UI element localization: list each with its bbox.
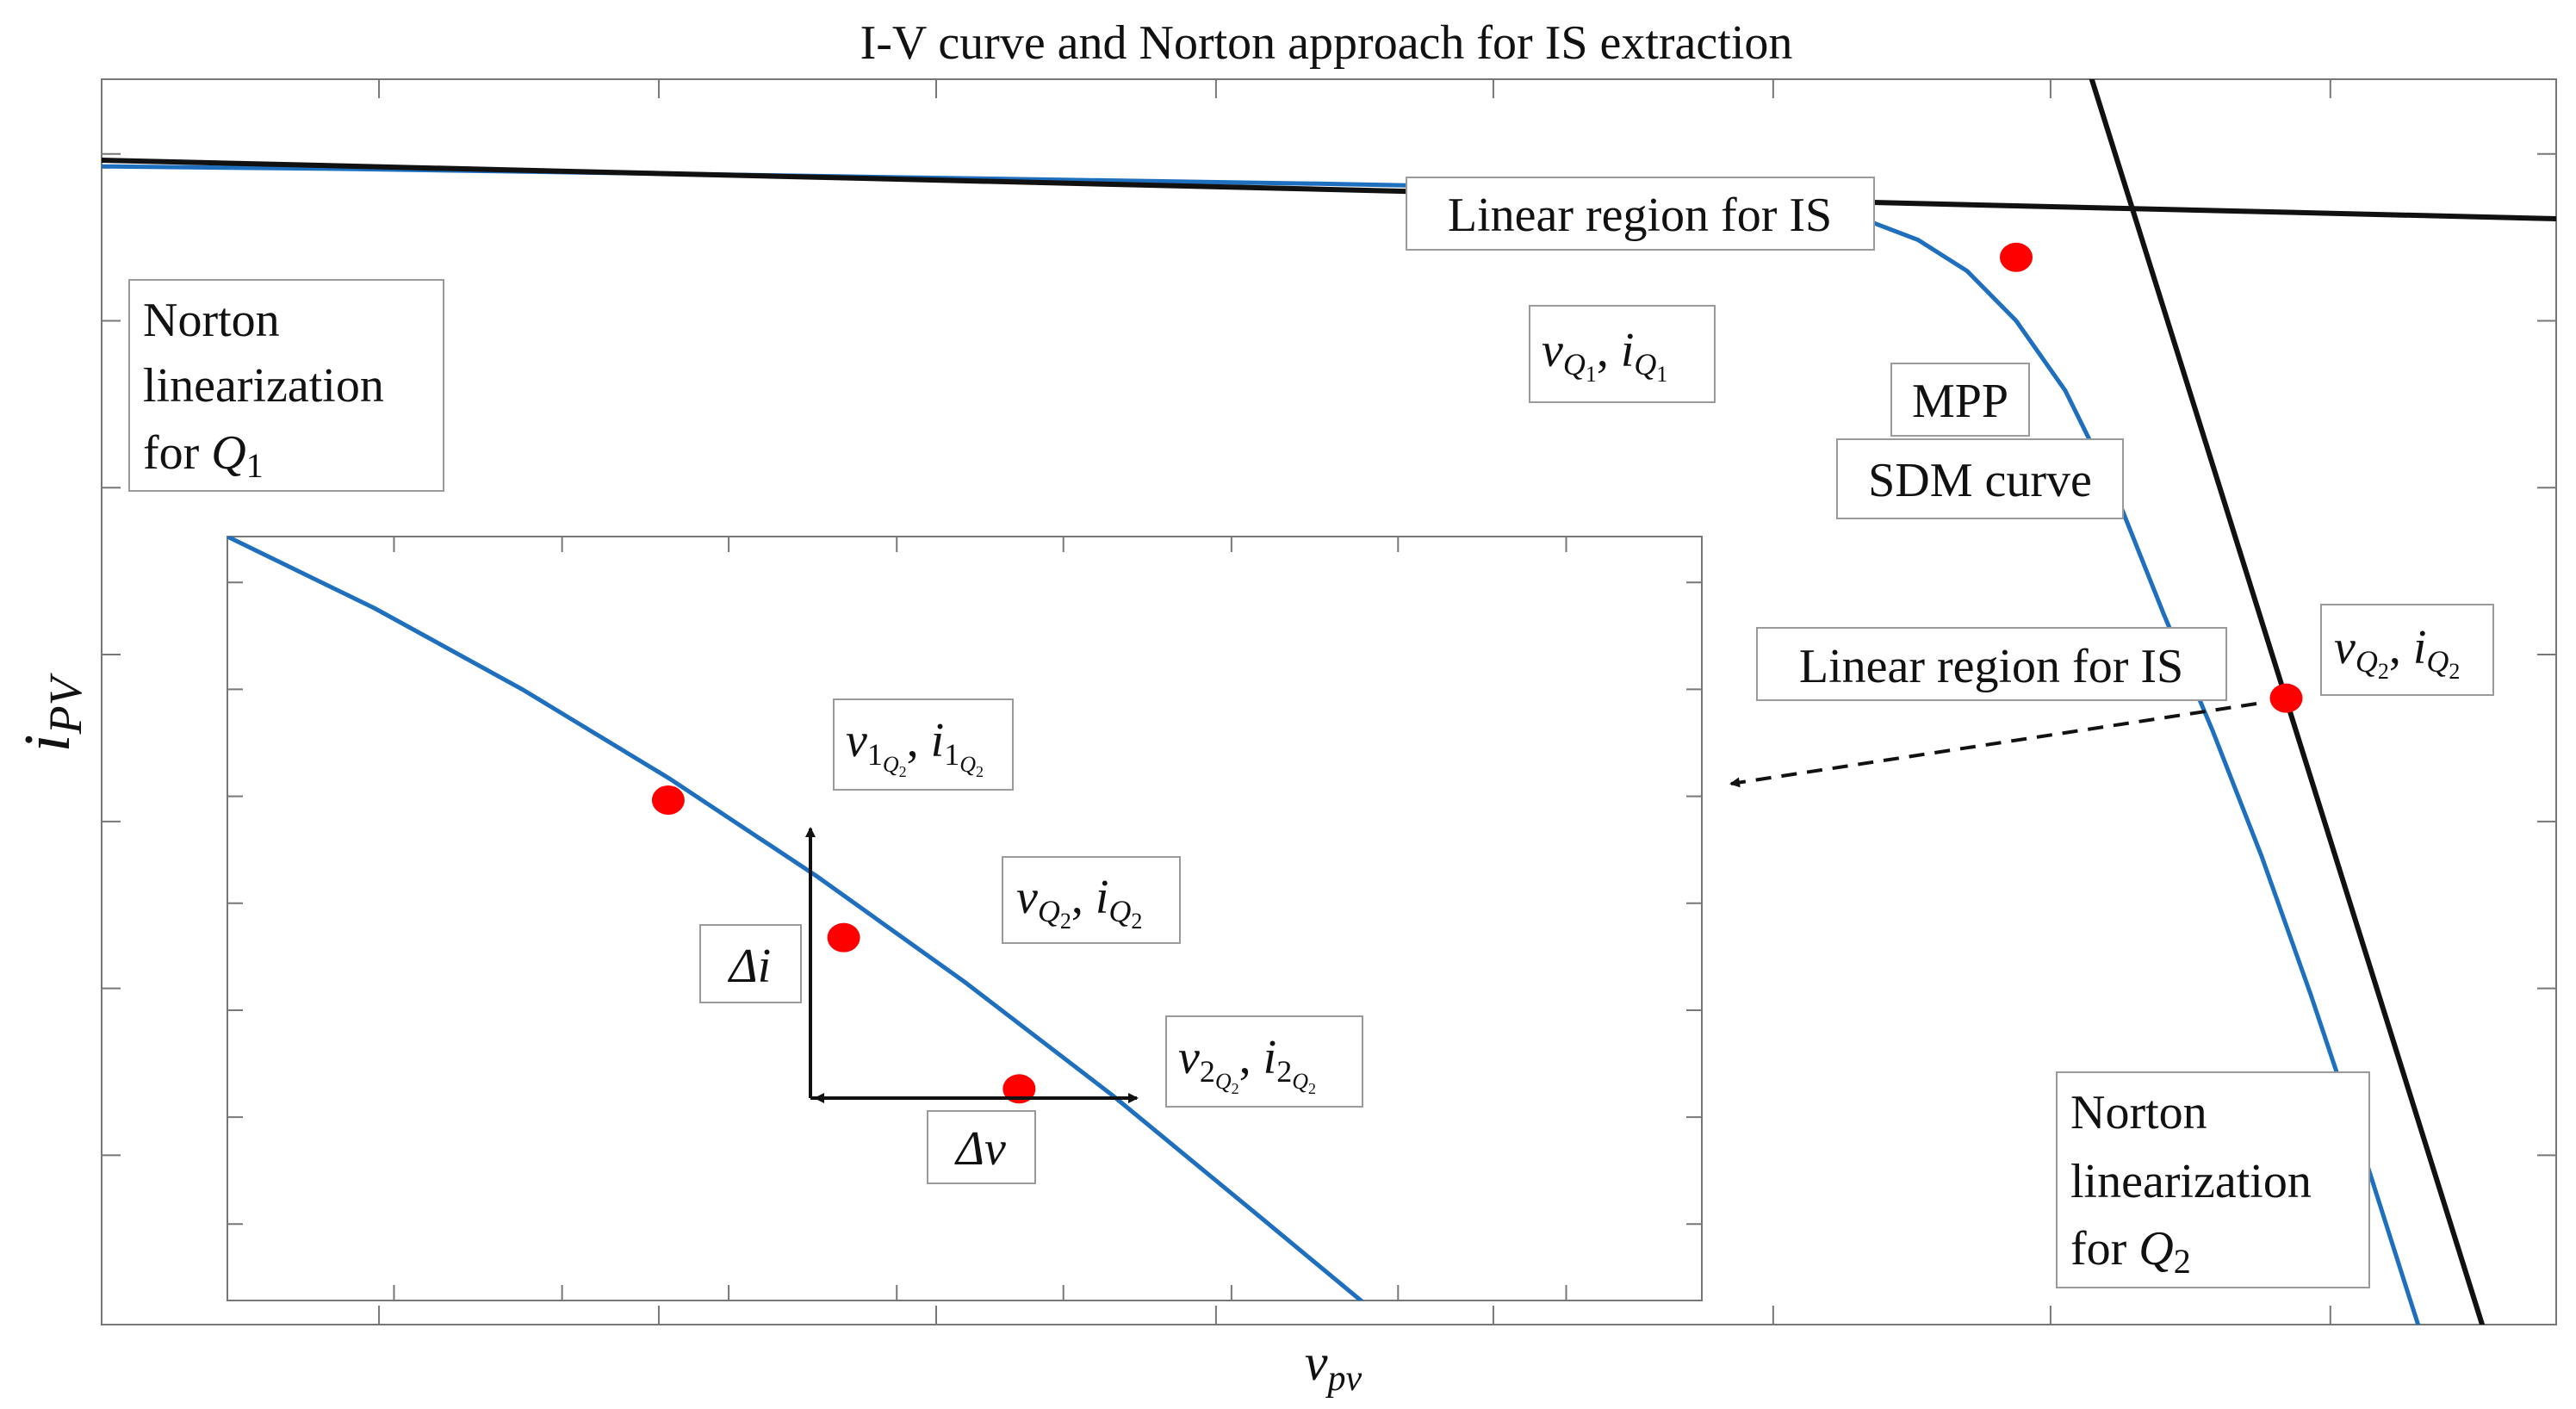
y-axis-label: iPV	[11, 672, 91, 752]
q1-v: v	[1542, 324, 1563, 377]
p1-i-sub: Q	[959, 752, 976, 777]
inset-curve-line	[227, 537, 1365, 1300]
p2-i: i	[1263, 1031, 1277, 1084]
annotation-box-norton-q1	[128, 279, 444, 492]
annotation-box-mpp	[1890, 363, 2030, 437]
annotation-norton-q2-prefix: for	[2070, 1222, 2138, 1276]
annotation-linear-region-right: Linear region for IS	[1799, 640, 2183, 693]
y-axis-label-sub: PV	[40, 672, 91, 735]
annotation-norton-q2-sub: 2	[2174, 1242, 2191, 1281]
annotation-box-linear-region-right	[1756, 627, 2227, 701]
q1-v-subsub: 1	[1586, 362, 1597, 387]
annotation-delta-v: Δv	[954, 1122, 1006, 1176]
q1-i: i	[1621, 324, 1635, 377]
q2-main-i-sub: Q	[2426, 644, 2449, 679]
annotation-norton-q1-sub: 1	[246, 446, 264, 485]
main-series	[102, 79, 2556, 1325]
inset-series	[227, 537, 1365, 1300]
annotation-norton-q2-var: Q	[2138, 1222, 2173, 1276]
p1-v-subsub: 2	[899, 763, 907, 780]
p1-i-idx: 1	[944, 737, 959, 772]
p1-comma: ,	[907, 714, 931, 767]
sdm-curve-line	[102, 164, 2421, 1325]
annotation-box-norton-q2	[2056, 1071, 2370, 1288]
annotation-norton-q2-line3: for Q2	[2070, 1222, 2191, 1281]
annotation-norton-q1-line3: for Q1	[143, 426, 264, 485]
annotation-box-inset-p2	[1165, 1015, 1363, 1108]
inset-q2-comma: ,	[1071, 871, 1096, 924]
annotation-norton-q1-var: Q	[211, 426, 245, 480]
q2-main-i-subsub: 2	[2449, 659, 2460, 684]
inset-q2-i-sub: Q	[1108, 894, 1131, 928]
q2-main-v-sub: Q	[2356, 644, 2378, 679]
annotation-box-sdm-curve	[1836, 438, 2124, 519]
inset-q2-i: i	[1096, 871, 1109, 924]
p2-v-sub: Q	[1215, 1069, 1232, 1094]
chart-title: I-V curve and Norton approach for IS ext…	[860, 16, 1793, 70]
annotation-norton-q1-prefix: for	[143, 426, 211, 480]
annotation-box-delta-i	[699, 924, 802, 1003]
inset-q2-v-sub: Q	[1038, 894, 1060, 928]
annotation-norton-q1-line2: linearization	[143, 359, 384, 413]
x-axis-label-sub: pv	[1325, 1359, 1362, 1399]
p1-i-subsub: 2	[976, 763, 984, 780]
p1-v-idx: 1	[867, 737, 883, 772]
main-series-group	[102, 79, 2556, 1325]
zoom-pointer-arrow	[1729, 702, 2257, 788]
annotation-box-linear-region-top	[1406, 177, 1875, 251]
annotation-inset-p1: v1Q2, i1Q2	[846, 714, 984, 780]
x-axis-label-base: v	[1305, 1334, 1328, 1391]
point-mpp	[2000, 242, 2033, 272]
annotation-box-q2-main	[2320, 604, 2494, 696]
annotation-norton-q2-line1: Norton	[2070, 1086, 2207, 1139]
annotation-box-inset-q2	[1002, 856, 1181, 944]
p2-i-subsub: 2	[1308, 1080, 1316, 1097]
norton-line-q1	[102, 157, 2556, 221]
y-axis-label-base: i	[11, 734, 84, 752]
inset-point-2	[1002, 1074, 1036, 1104]
x-axis-label: vpv	[1305, 1334, 1362, 1399]
p2-i-sub: Q	[1292, 1069, 1308, 1094]
q1-comma: ,	[1597, 324, 1621, 377]
q1-v-sub: Q	[1563, 347, 1586, 382]
inset-q2-i-subsub: 2	[1131, 909, 1142, 934]
p2-v: v	[1178, 1031, 1200, 1084]
inset-point-1	[651, 785, 685, 816]
p1-v: v	[846, 714, 867, 767]
q2-main-v: v	[2334, 621, 2356, 674]
annotation-box-inset-p1	[833, 698, 1014, 791]
p2-v-idx: 2	[1200, 1054, 1215, 1089]
p1-i: i	[931, 714, 945, 767]
p2-comma: ,	[1239, 1031, 1263, 1084]
main-plot-frame	[101, 78, 2557, 1325]
annotation-box-delta-v	[927, 1110, 1036, 1184]
annotation-q2-main: vQ2, iQ2	[2334, 621, 2460, 684]
inset-axis-ticks	[227, 537, 1702, 1300]
q2-main-comma: ,	[2389, 621, 2413, 674]
p2-i-idx: 2	[1276, 1054, 1292, 1089]
p2-v-subsub: 2	[1232, 1080, 1239, 1097]
annotation-sdm-curve: SDM curve	[1868, 454, 2092, 507]
q2-main-v-subsub: 2	[2378, 659, 2389, 684]
annotation-mpp: MPP	[1912, 375, 2008, 428]
inset-q2-v-subsub: 2	[1060, 909, 1071, 934]
annotation-inset-p2: v2Q2, i2Q2	[1178, 1031, 1316, 1097]
annotation-delta-i: Δi	[728, 940, 771, 993]
point-q2	[2269, 683, 2303, 713]
annotation-inset-q2: vQ2, iQ2	[1016, 871, 1142, 934]
main-axis-ticks	[102, 79, 2556, 1325]
annotation-norton-q2-line2: linearization	[2070, 1155, 2312, 1208]
q2-main-i: i	[2413, 621, 2427, 674]
annotation-norton-q1-line1: Norton	[143, 294, 280, 347]
q1-i-sub: Q	[1634, 347, 1656, 382]
inset-point-q2	[827, 922, 860, 953]
q1-i-subsub: 1	[1656, 362, 1667, 387]
p1-v-sub: Q	[883, 752, 899, 777]
annotation-q1: vQ1, iQ1	[1542, 324, 1667, 387]
inset-q2-v: v	[1016, 871, 1038, 924]
annotation-linear-region-top: Linear region for IS	[1448, 189, 1832, 242]
annotation-box-q1	[1529, 305, 1716, 403]
inset-series-group	[227, 537, 1365, 1300]
